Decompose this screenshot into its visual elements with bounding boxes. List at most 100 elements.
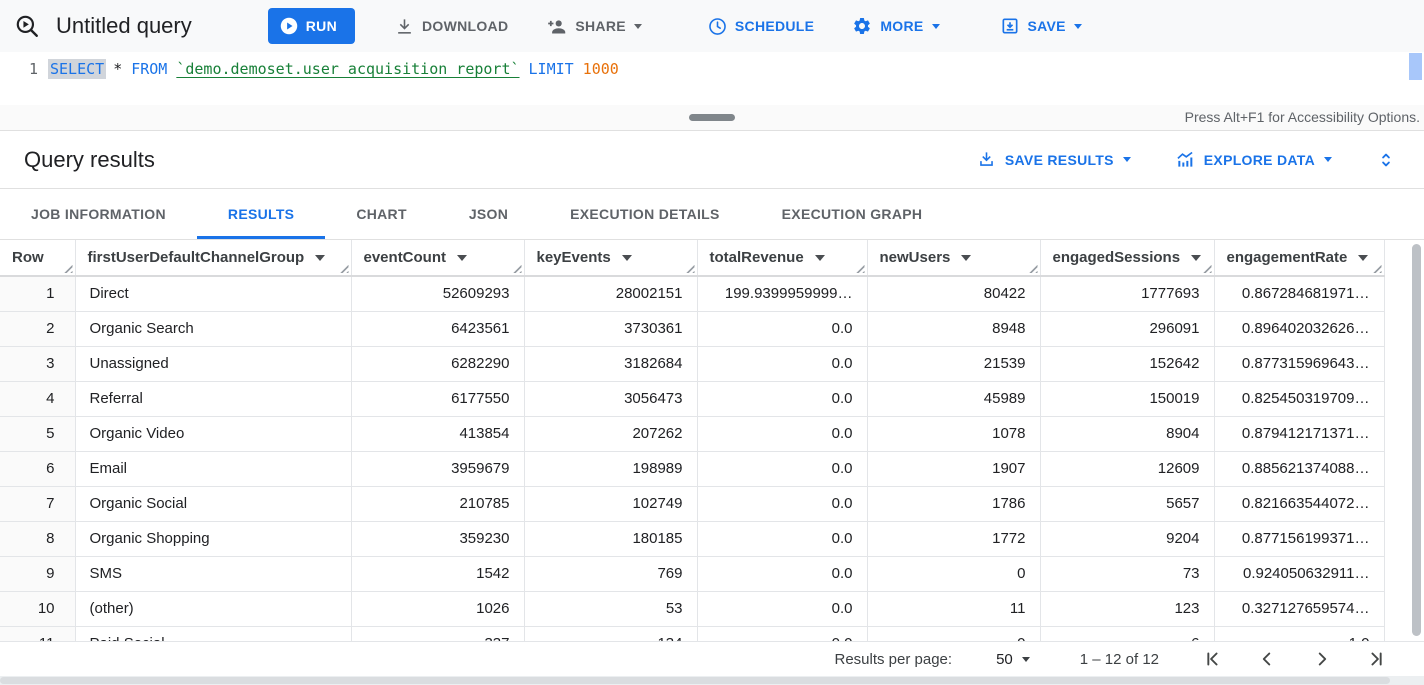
sql-editor[interactable]: 1 SELECT * FROM `demo.demoset.user_acqui… xyxy=(0,52,1424,105)
page-size-select[interactable]: 50 xyxy=(996,651,1030,668)
explore-data-button[interactable]: EXPLORE DATA xyxy=(1175,150,1332,170)
next-page-button[interactable] xyxy=(1311,648,1333,670)
run-button[interactable]: RUN xyxy=(267,8,355,44)
column-header-engagedSessions[interactable]: engagedSessions xyxy=(1040,240,1215,277)
table-row: 10 (other) 1026 53 0.0 11 123 0.327127659574… xyxy=(0,591,1385,627)
table-body: 1 Direct 52609293 28002151 199.9399959999… 80… xyxy=(0,276,1385,641)
more-button[interactable]: MORE xyxy=(840,8,951,44)
table-cell: 0.877315969643… xyxy=(1214,346,1385,382)
column-resize-handle-icon[interactable] xyxy=(339,264,349,273)
tab-job-information[interactable]: JOB INFORMATION xyxy=(31,206,166,222)
chevron-down-icon xyxy=(1021,656,1030,662)
results-footer: Results per page: 50 1 – 12 of 12 xyxy=(0,641,1424,676)
tab-json[interactable]: JSON xyxy=(468,206,509,222)
column-resize-handle-icon[interactable] xyxy=(855,264,865,273)
column-resize-handle-icon[interactable] xyxy=(1372,264,1382,273)
column-menu-caret-icon[interactable] xyxy=(961,254,972,261)
share-button[interactable]: SHARE xyxy=(534,8,654,44)
save-button[interactable]: SAVE xyxy=(988,8,1094,44)
table-cell: SMS xyxy=(75,556,352,592)
column-menu-caret-icon[interactable] xyxy=(814,254,825,261)
column-label: firstUserDefaultChannelGroup xyxy=(87,249,305,266)
column-label: keyEvents xyxy=(536,249,611,266)
table-row: 3 Unassigned 6282290 3182684 0.0 21539 152642 0… xyxy=(0,346,1385,382)
tab-chart[interactable]: CHART xyxy=(356,206,407,222)
horizontal-scrollbar-thumb[interactable] xyxy=(0,677,1390,684)
table-cell: 0.327127659574… xyxy=(1214,591,1385,627)
table-cell: 28002151 xyxy=(524,276,698,312)
table-cell: 198989 xyxy=(524,451,698,487)
horizontal-scrollbar[interactable] xyxy=(0,676,1424,685)
save-label: SAVE xyxy=(1027,18,1066,34)
last-page-button[interactable] xyxy=(1366,648,1388,670)
column-header-eventCount[interactable]: eventCount xyxy=(351,240,525,277)
download-button[interactable]: DOWNLOAD xyxy=(383,8,520,44)
column-resize-handle-icon[interactable] xyxy=(685,264,695,273)
column-menu-caret-icon[interactable] xyxy=(621,254,632,261)
column-header-firstUserDefaultChannelGroup[interactable]: firstUserDefaultChannelGroup xyxy=(75,240,352,277)
first-page-button[interactable] xyxy=(1201,648,1223,670)
column-menu-caret-icon[interactable] xyxy=(315,254,326,261)
schedule-button[interactable]: SCHEDULE xyxy=(696,8,826,44)
column-label: totalRevenue xyxy=(709,249,804,266)
share-label: SHARE xyxy=(575,18,626,34)
table-cell: 0.821663544072… xyxy=(1214,486,1385,522)
table-cell: 0.0 xyxy=(697,556,868,592)
table-cell: 5657 xyxy=(1040,486,1215,522)
column-menu-caret-icon[interactable] xyxy=(457,254,467,261)
table-cell: 3056473 xyxy=(524,381,698,417)
table-cell: 123 xyxy=(1040,591,1215,627)
editor-scrollbar-thumb[interactable] xyxy=(1409,53,1422,80)
table-cell: 1542 xyxy=(351,556,525,592)
column-header-engagementRate[interactable]: engagementRate xyxy=(1214,240,1385,277)
query-icon xyxy=(14,13,40,39)
row-number-cell: 4 xyxy=(0,381,76,417)
table-cell: 8904 xyxy=(1040,416,1215,452)
column-header-keyEvents[interactable]: keyEvents xyxy=(524,240,698,277)
save-icon xyxy=(1000,16,1020,36)
table-cell: 0.0 xyxy=(697,451,868,487)
column-header-newUsers[interactable]: newUsers xyxy=(867,240,1041,277)
row-number-cell: 1 xyxy=(0,276,76,312)
chevron-down-icon xyxy=(633,23,642,29)
results-table-area: Row firstUserDefaultChannelGroup eventCoun… xyxy=(0,240,1424,641)
table-cell: 1026 xyxy=(351,591,525,627)
column-resize-handle-icon[interactable] xyxy=(63,264,73,273)
column-resize-handle-icon[interactable] xyxy=(1202,264,1212,273)
line-number-gutter: 1 xyxy=(0,52,50,105)
download-tray-icon xyxy=(977,150,996,169)
save-results-button[interactable]: SAVE RESULTS xyxy=(977,150,1131,169)
resize-drag-handle[interactable] xyxy=(689,114,735,121)
table-cell: 0.825450319709… xyxy=(1214,381,1385,417)
table-cell: 3959679 xyxy=(351,451,525,487)
table-vertical-scrollbar[interactable] xyxy=(1412,244,1421,636)
tab-results[interactable]: RESULTS xyxy=(197,189,325,239)
table-cell: 0.877156199371… xyxy=(1214,521,1385,557)
sql-keyword-select: SELECT xyxy=(48,59,107,79)
results-table: Row firstUserDefaultChannelGroup eventCoun… xyxy=(0,240,1385,641)
query-title[interactable]: Untitled query xyxy=(56,13,192,38)
tab-execution-graph[interactable]: EXECUTION GRAPH xyxy=(781,206,923,222)
previous-page-button[interactable] xyxy=(1256,648,1278,670)
column-menu-caret-icon[interactable] xyxy=(1191,254,1202,261)
column-resize-handle-icon[interactable] xyxy=(512,264,522,273)
save-results-label: SAVE RESULTS xyxy=(1004,151,1114,168)
table-cell: 0.0 xyxy=(697,521,868,557)
column-resize-handle-icon[interactable] xyxy=(1028,264,1038,273)
sql-keyword-from: FROM xyxy=(131,60,168,78)
column-menu-caret-icon[interactable] xyxy=(1358,254,1369,261)
sql-table-link[interactable]: `demo.demoset.user_acquisition_report` xyxy=(176,60,520,78)
table-cell: 0.896402032626… xyxy=(1214,311,1385,347)
column-header-totalRevenue[interactable]: totalRevenue xyxy=(697,240,868,277)
table-cell: 0 xyxy=(867,556,1041,592)
column-header-Row[interactable]: Row xyxy=(0,240,76,277)
table-row: 2 Organic Search 6423561 3730361 0.0 8948 2960… xyxy=(0,311,1385,347)
table-row: 4 Referral 6177550 3056473 0.0 45989 150019 0.8… xyxy=(0,381,1385,417)
table-cell: Unassigned xyxy=(75,346,352,382)
expand-results-icon[interactable] xyxy=(1376,150,1396,170)
query-editor-toolbar: Untitled query RUN DOWNLOAD SHARE SCHEDU… xyxy=(0,0,1424,52)
chart-icon xyxy=(1175,150,1195,170)
tab-execution-details[interactable]: EXECUTION DETAILS xyxy=(570,206,720,222)
table-cell: 3182684 xyxy=(524,346,698,382)
row-number-cell: 9 xyxy=(0,556,76,592)
